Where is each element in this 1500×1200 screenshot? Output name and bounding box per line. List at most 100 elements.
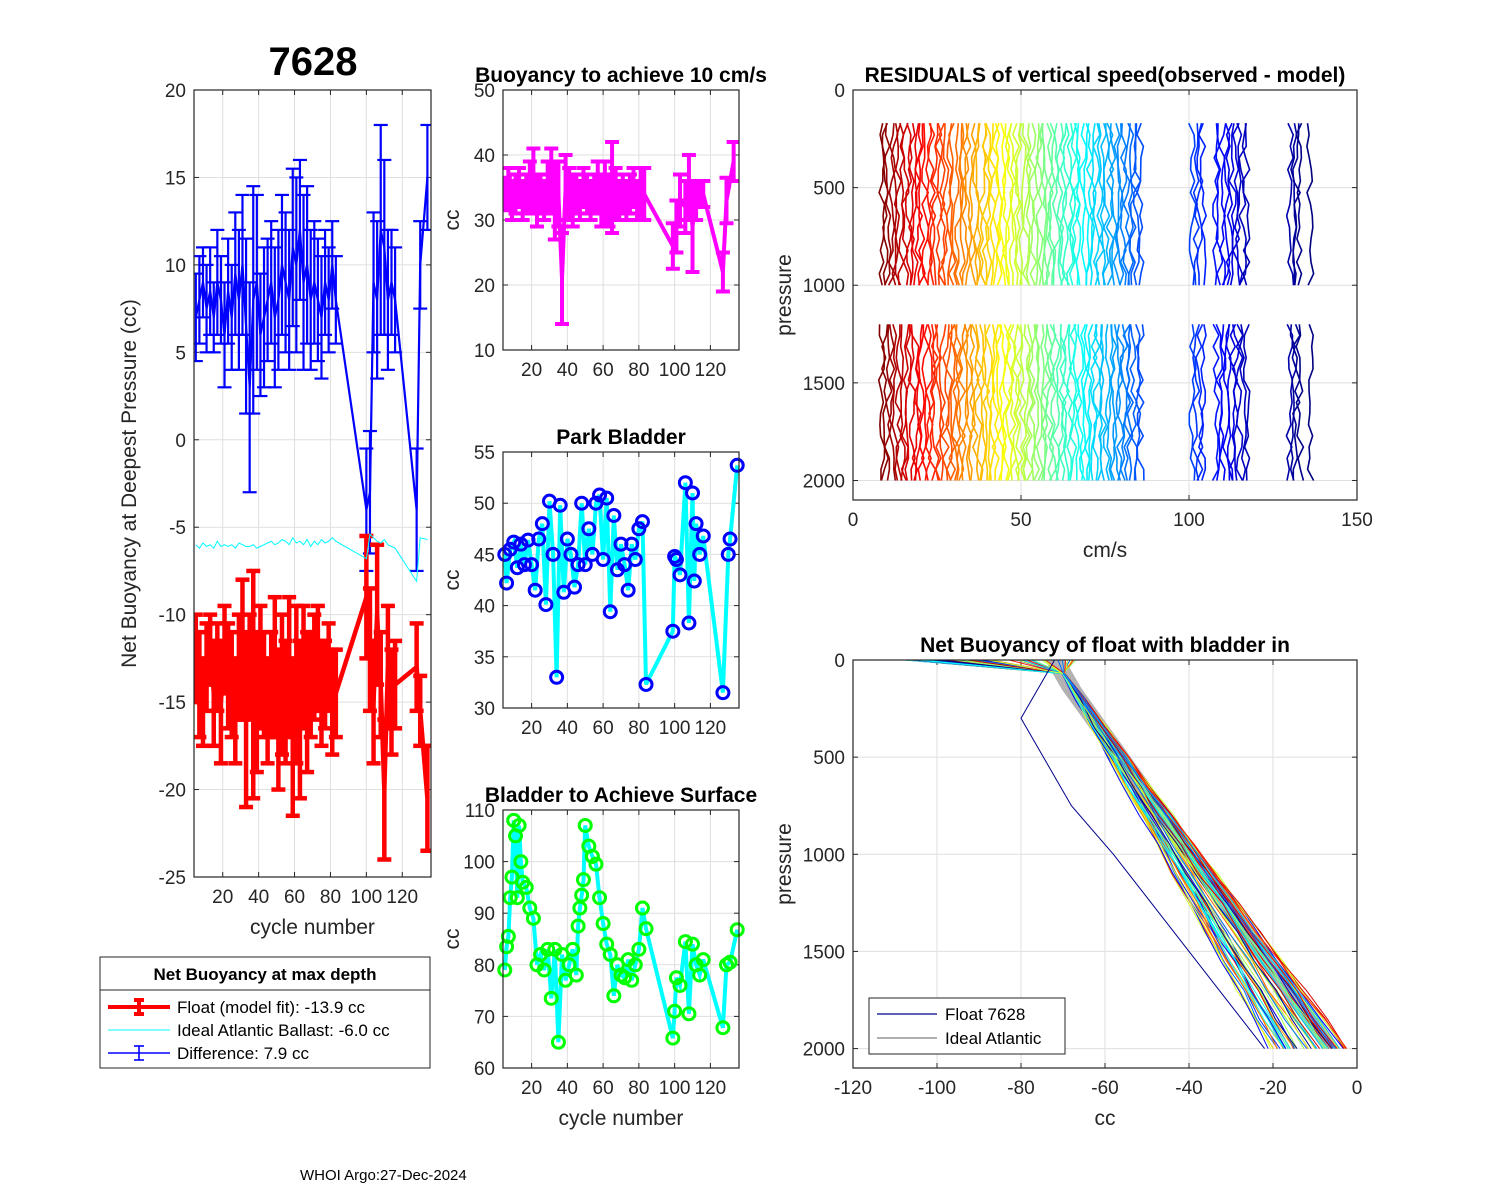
residual-profile: [1295, 324, 1305, 481]
data-point: [692, 967, 708, 983]
data-point: [665, 623, 681, 639]
residual-profile: [1195, 123, 1204, 286]
residual-profile: [1215, 123, 1224, 286]
residual-profile: [958, 123, 966, 286]
residual-profile: [957, 324, 967, 481]
data-point: [692, 546, 708, 562]
x-tick-label: 50: [1010, 510, 1031, 531]
residual-profile: [1292, 123, 1302, 286]
float-model-fit-errorbar: [388, 638, 403, 731]
x-tick-label: 120: [695, 718, 727, 739]
axes-frame: [852, 659, 1358, 1069]
y-tick-label: 500: [813, 748, 845, 769]
data-point: [511, 817, 527, 833]
data-point: [518, 879, 534, 895]
data-point: [627, 957, 643, 973]
y-tick-label: 500: [813, 179, 845, 200]
data-point: [729, 457, 745, 473]
residual-profile: [951, 123, 960, 286]
y-tick-label: 80: [474, 956, 495, 977]
y-tick-label: 1000: [803, 845, 845, 866]
plot-area: [503, 452, 739, 708]
residual-profile: [947, 122, 957, 286]
y-tick-label: 2000: [803, 471, 845, 492]
y-tick-label: -5: [169, 518, 186, 539]
profile-legend: Float 7628 Ideal Atlantic: [868, 997, 1066, 1055]
plot-area: [194, 90, 431, 877]
data-point: [668, 552, 684, 568]
residual-profile: [1031, 123, 1040, 286]
plot-marks: [904, 660, 1348, 1050]
residual-profile: [1048, 122, 1057, 286]
data-point: [677, 475, 693, 491]
y-tick-label: 1500: [803, 942, 845, 963]
buoyancy-10cms-errorbar: [715, 250, 730, 294]
residual-profile: [1239, 324, 1247, 481]
data-point: [634, 514, 650, 530]
x-tick-label: 100: [1173, 510, 1205, 531]
chart-title: Buoyancy to achieve 10 cm/s: [475, 64, 767, 87]
x-tick-label: 120: [386, 887, 418, 908]
data-point: [543, 990, 559, 1006]
plot-area: [503, 810, 739, 1068]
data-point: [606, 507, 622, 523]
y-tick-label: 55: [474, 443, 495, 464]
residual-profile: [1001, 123, 1011, 286]
residual-profile: [1119, 123, 1128, 286]
data-point: [688, 516, 704, 532]
x-tick-label: 100: [659, 718, 691, 739]
residual-profile: [948, 323, 957, 481]
data-point: [570, 918, 586, 934]
x-tick-label: 80: [628, 718, 649, 739]
plot-marks: [503, 140, 739, 326]
data-point: [540, 941, 556, 957]
y-tick-label: 1000: [803, 276, 845, 297]
data-point: [499, 575, 515, 591]
residual-profile: [984, 324, 993, 481]
residual-profile: [1066, 324, 1075, 481]
x-tick-label: 80: [320, 887, 341, 908]
residual-profile: [1235, 122, 1244, 286]
plot-marks: [877, 122, 1315, 481]
float-profile: [917, 660, 1285, 1049]
difference-line: [194, 177, 429, 510]
y-tick-label: 35: [474, 648, 495, 669]
y-tick-label: -20: [159, 781, 186, 802]
residual-profile: [978, 324, 987, 481]
data-point: [506, 534, 522, 550]
y-tick-label: -15: [159, 693, 186, 714]
y-tick-label: 0: [175, 431, 186, 452]
difference-errorbar: [413, 220, 428, 310]
residual-profile: [1102, 324, 1112, 481]
residual-profile: [1108, 324, 1118, 481]
plot-marks: [194, 123, 431, 862]
float-model-fit-series: [194, 533, 431, 862]
residual-profile: [1285, 122, 1295, 286]
y-tick-label: 40: [474, 597, 495, 618]
x-tick-label: -60: [1091, 1078, 1118, 1099]
residual-profile: [921, 123, 930, 286]
buoyancy-10cms-errorbar: [696, 179, 711, 209]
legend-label: Ideal Atlantic: [945, 1029, 1042, 1048]
residual-profile: [1055, 123, 1065, 286]
residual-profile: [1065, 123, 1075, 286]
axes-frame: [852, 89, 1358, 501]
data-point: [552, 497, 568, 513]
residual-profile: [1018, 324, 1028, 481]
net-buoyancy-deepest-chart: 20 40 60 80 100 120 -25 -20 -15 -10 -5 0 5 10 15 20 cycl…: [118, 81, 432, 939]
residual-profile: [1092, 123, 1101, 286]
difference-errorbar: [246, 185, 261, 415]
x-axis-label: cc: [1095, 1107, 1116, 1130]
legend-label: Float 7628: [945, 1005, 1025, 1024]
data-point: [531, 531, 547, 547]
data-point: [627, 552, 643, 568]
y-tick-label: 15: [165, 168, 186, 189]
residual-profile: [930, 123, 940, 286]
float-profile: [922, 660, 1341, 1049]
residual-profile: [951, 324, 960, 481]
ideal-atlantic-ballast-line: [195, 533, 428, 583]
residual-profile: [1122, 123, 1131, 286]
axes-frame: [502, 809, 740, 1069]
y-tick-label: 45: [474, 545, 495, 566]
